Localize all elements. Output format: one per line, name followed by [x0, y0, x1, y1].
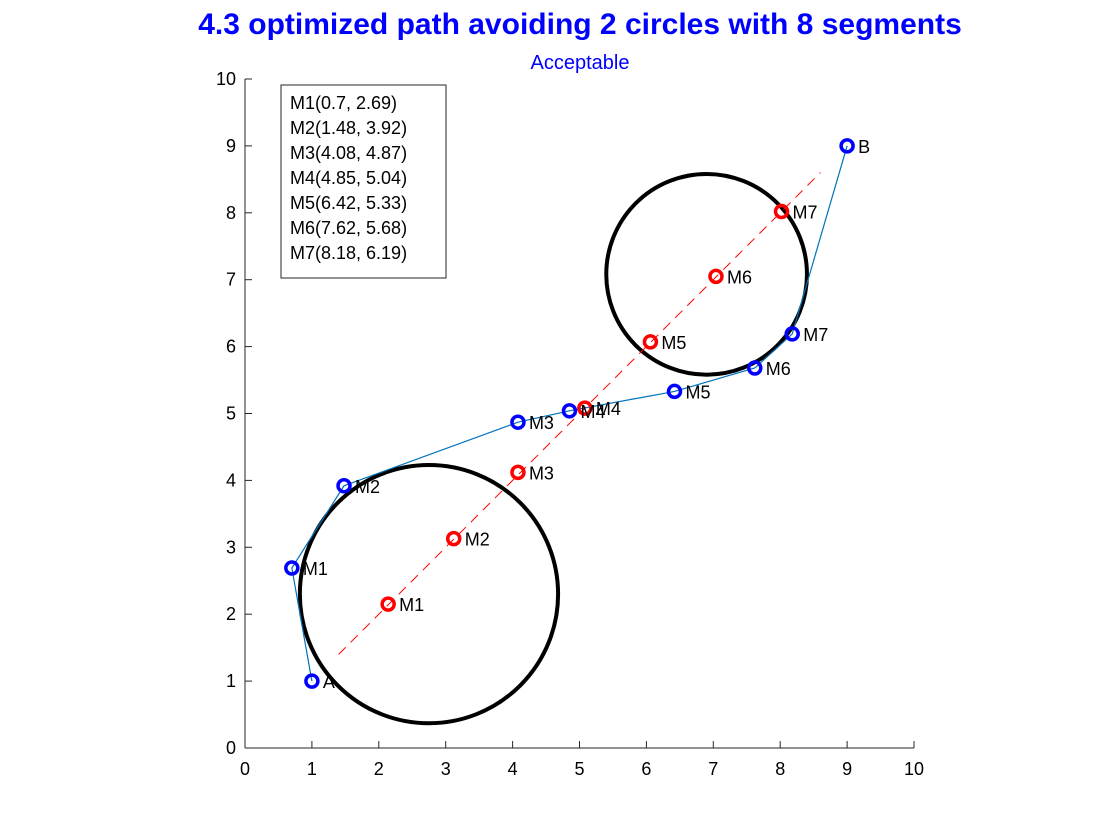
path-point-label: M1: [303, 559, 328, 579]
straight-point-label: M6: [727, 267, 752, 287]
x-tick-label: 2: [374, 759, 384, 779]
annotation-line: M4(4.85, 5.04): [290, 168, 407, 188]
straight-point-label: M1: [399, 595, 424, 615]
chart-subtitle: Acceptable: [530, 52, 630, 74]
annotation-line: M7(8.18, 6.19): [290, 243, 407, 263]
y-tick-label: 0: [226, 738, 236, 758]
annotation-line: M3(4.08, 4.87): [290, 143, 407, 163]
x-tick-label: 4: [508, 759, 518, 779]
obstacle-circle: [604, 171, 809, 377]
path-point-label: M6: [766, 359, 791, 379]
straight-point-marker: [708, 268, 724, 285]
straight-point-label: M5: [661, 333, 686, 353]
straight-point-label: M4: [596, 399, 621, 419]
straight-point-marker: [445, 530, 462, 547]
x-tick-label: 1: [307, 759, 317, 779]
path-point-label: M2: [355, 477, 380, 497]
end-point-label: B: [858, 137, 870, 157]
y-tick-label: 2: [226, 604, 236, 624]
x-tick-label: 8: [775, 759, 785, 779]
annotation-line: M6(7.62, 5.68): [290, 218, 407, 238]
path-point-marker: [666, 383, 683, 400]
x-tick-label: 6: [641, 759, 651, 779]
path-point-marker: [561, 403, 578, 419]
y-tick-label: 4: [226, 470, 236, 490]
path-point-label: M5: [685, 382, 710, 402]
x-tick-label: 9: [842, 759, 852, 779]
y-tick-label: 5: [226, 404, 236, 424]
path-point-label: M7: [803, 325, 828, 345]
path-point-label: M3: [529, 413, 554, 433]
optimized-path-line: [291, 145, 848, 682]
x-tick-label: 5: [574, 759, 584, 779]
chart-title: 4.3 optimized path avoiding 2 circles wi…: [198, 8, 962, 41]
x-tick-label: 7: [708, 759, 718, 779]
annotation-line: M2(1.48, 3.92): [290, 118, 407, 138]
y-tick-label: 3: [226, 537, 236, 557]
straight-point-marker: [773, 203, 790, 220]
obstacle-circle: [297, 463, 561, 726]
path-point-marker: [336, 478, 352, 494]
path-point-label: M4: [580, 402, 605, 422]
y-tick-label: 8: [226, 203, 236, 223]
start-point-label: A: [323, 672, 335, 692]
path-point-marker: [284, 560, 300, 576]
straight-point-label: M7: [793, 202, 818, 222]
y-tick-label: 6: [226, 337, 236, 357]
y-tick-label: 1: [226, 671, 236, 691]
straight-point-label: M2: [465, 530, 490, 550]
x-tick-label: 0: [240, 759, 250, 779]
y-tick-label: 10: [216, 69, 236, 89]
start-point-marker: [304, 673, 320, 689]
straight-point-label: M3: [529, 463, 554, 483]
annotation-line: M1(0.7, 2.69): [290, 93, 397, 113]
straight-point-marker: [642, 334, 659, 350]
x-tick-label: 10: [904, 759, 924, 779]
y-tick-label: 9: [226, 136, 236, 156]
annotation-box: [280, 84, 447, 279]
end-point-marker: [839, 138, 855, 154]
annotation-line: M5(6.42, 5.33): [290, 193, 407, 213]
path-point-marker: [784, 326, 800, 342]
y-tick-label: 7: [226, 270, 236, 290]
straight-point-marker: [577, 400, 593, 416]
x-tick-label: 3: [441, 759, 451, 779]
path-point-marker: [510, 414, 526, 430]
path-point-marker: [747, 360, 763, 376]
straight-point-marker: [380, 596, 396, 612]
straight-point-marker: [510, 464, 526, 481]
